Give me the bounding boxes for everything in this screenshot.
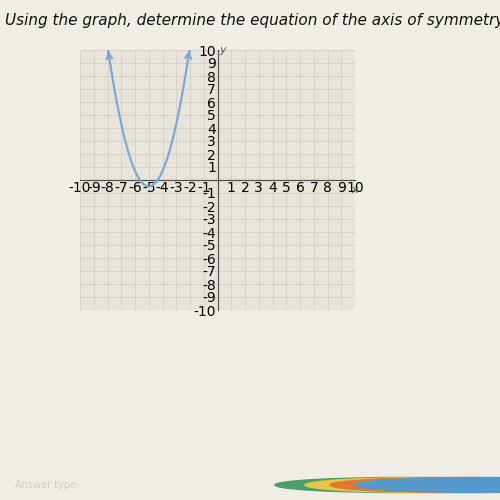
Text: y: y: [220, 45, 226, 55]
Circle shape: [275, 478, 500, 492]
Circle shape: [305, 478, 500, 492]
Text: Using the graph, determine the equation of the axis of symmetry.: Using the graph, determine the equation …: [5, 12, 500, 28]
Circle shape: [355, 478, 500, 492]
Text: Answer type:: Answer type:: [15, 480, 79, 490]
Text: x: x: [352, 186, 358, 196]
Circle shape: [330, 478, 500, 492]
